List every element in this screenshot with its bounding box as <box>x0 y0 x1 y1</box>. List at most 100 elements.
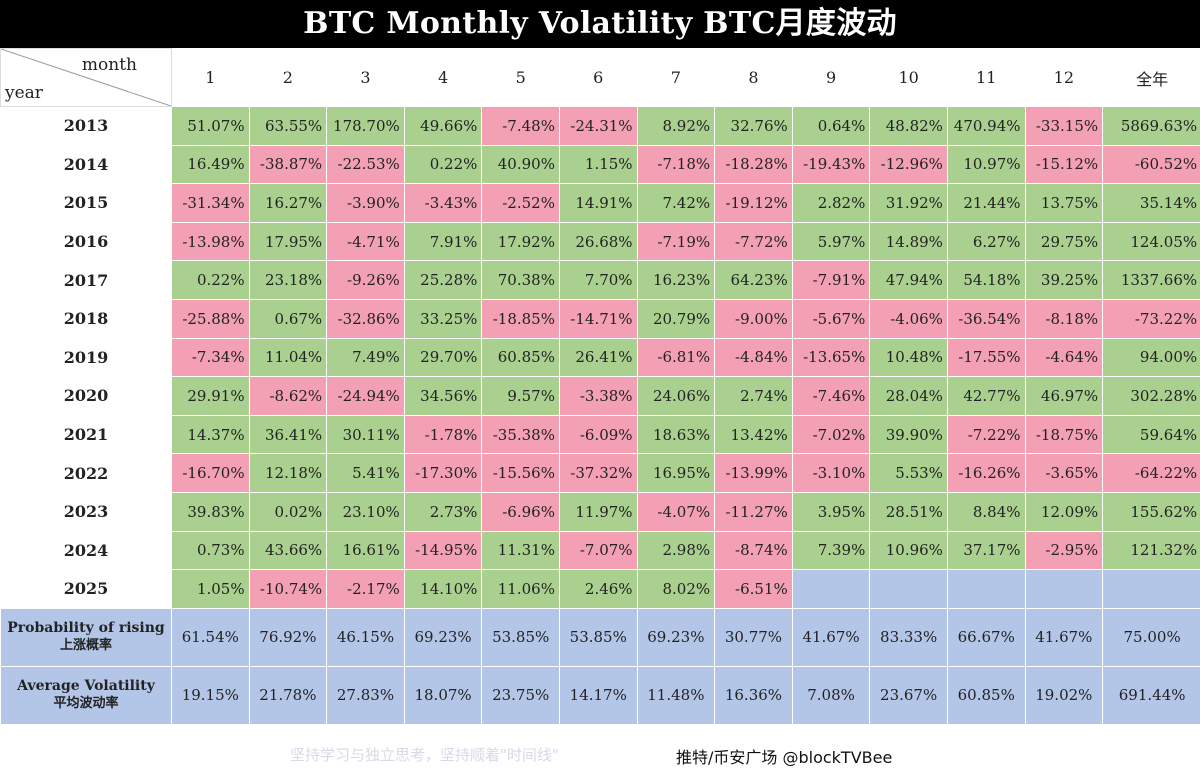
year-label: 2013 <box>0 106 172 146</box>
value-cell: 23.10% <box>326 491 405 532</box>
value-cell: -37.32% <box>558 453 638 493</box>
table-row: 2016 -13.98% 17.95% -4.71% 7.91% 17.92% 26.68%… <box>0 221 1200 262</box>
value-cell: -13.99% <box>714 453 793 493</box>
column-header: 4 <box>403 48 483 107</box>
column-header: 2 <box>248 48 328 107</box>
value-cell: 11.06% <box>481 569 560 609</box>
value-cell: 0.22% <box>171 260 250 300</box>
value-cell: 49.66% <box>403 106 483 146</box>
value-cell: 17.95% <box>248 221 328 262</box>
value-cell: -15.12% <box>1024 144 1104 185</box>
value-cell: -3.38% <box>558 376 638 416</box>
value-cell: 18.63% <box>636 414 716 455</box>
value-cell: -6.96% <box>481 491 560 532</box>
footer-credit: 推特/币安广场 @blockTVBee <box>676 748 893 767</box>
value-cell: -17.55% <box>946 337 1026 378</box>
value-cell: -22.53% <box>326 144 405 185</box>
value-cell: -8.62% <box>248 376 328 416</box>
value-cell: 5869.63% <box>1102 106 1200 146</box>
value-cell: 8.84% <box>946 491 1026 532</box>
footer-watermark-text: 坚持学习与独立思考，坚持顺着"时间线" <box>290 746 559 764</box>
value-cell: 32.76% <box>714 106 793 146</box>
stat-cell: 61.54% <box>171 607 250 667</box>
value-cell: 46.97% <box>1024 376 1104 416</box>
value-cell: -19.43% <box>791 144 871 185</box>
value-cell: 24.06% <box>636 376 716 416</box>
value-cell: 10.96% <box>869 530 948 571</box>
value-cell: 3.95% <box>791 491 871 532</box>
value-cell: 16.23% <box>636 260 716 300</box>
value-cell: 25.28% <box>403 260 483 300</box>
value-cell: 124.05% <box>1102 221 1200 262</box>
year-label: 2021 <box>0 414 172 455</box>
value-cell: 7.91% <box>403 221 483 262</box>
value-cell <box>791 569 871 609</box>
value-cell: -18.75% <box>1024 414 1104 455</box>
year-label: 2022 <box>0 453 172 493</box>
table-row: 2013 51.07% 63.55% 178.70% 49.66% -7.48% -24.3… <box>0 106 1200 146</box>
year-label: 2019 <box>0 337 172 378</box>
value-cell: 54.18% <box>946 260 1026 300</box>
value-cell: 63.55% <box>248 106 328 146</box>
stat-label: Average Volatility 平均波动率 <box>0 665 172 725</box>
value-cell: 39.25% <box>1024 260 1104 300</box>
value-cell: -7.72% <box>714 221 793 262</box>
value-cell: -9.00% <box>714 298 793 339</box>
stat-cell: 46.15% <box>326 607 405 667</box>
column-header: 1 <box>171 48 250 107</box>
value-cell: 16.95% <box>636 453 716 493</box>
value-cell: 39.90% <box>869 414 948 455</box>
value-cell: -14.95% <box>403 530 483 571</box>
value-cell: 23.18% <box>248 260 328 300</box>
year-label: 2015 <box>0 183 172 223</box>
value-cell: -6.81% <box>636 337 716 378</box>
value-cell: -7.48% <box>481 106 560 146</box>
stat-cell: 11.48% <box>636 665 716 725</box>
value-cell: 28.51% <box>869 491 948 532</box>
value-cell: -60.52% <box>1102 144 1200 185</box>
value-cell: -7.07% <box>558 530 638 571</box>
value-cell: -13.98% <box>171 221 250 262</box>
value-cell: 8.92% <box>636 106 716 146</box>
value-cell: -6.51% <box>714 569 793 609</box>
column-header: 8 <box>714 48 793 107</box>
value-cell: -13.65% <box>791 337 871 378</box>
header-row: month year 1 2 3 4 5 6 7 8 9 10 11 12 全年 <box>0 48 1200 107</box>
value-cell: -17.30% <box>403 453 483 493</box>
value-cell: -3.65% <box>1024 453 1104 493</box>
value-cell: 5.41% <box>326 453 405 493</box>
value-cell: 9.57% <box>481 376 560 416</box>
value-cell: -7.46% <box>791 376 871 416</box>
table-row: 2018 -25.88% 0.67% -32.86% 33.25% -18.85% -14.… <box>0 298 1200 339</box>
value-cell: 17.92% <box>481 221 560 262</box>
table-row: 2022 -16.70% 12.18% 5.41% -17.30% -15.56% -37.… <box>0 453 1200 493</box>
value-cell: 7.42% <box>636 183 716 223</box>
value-cell: 20.79% <box>636 298 716 339</box>
value-cell: 14.37% <box>171 414 250 455</box>
value-cell: -7.18% <box>636 144 716 185</box>
value-cell: 11.04% <box>248 337 328 378</box>
stat-cell: 691.44% <box>1102 665 1200 725</box>
value-cell: 64.23% <box>714 260 793 300</box>
volatility-table: month year 1 2 3 4 5 6 7 8 9 10 11 12 全年 2013 51.07% 6… <box>0 48 1200 725</box>
value-cell: 16.49% <box>171 144 250 185</box>
value-cell: 0.22% <box>403 144 483 185</box>
value-cell: -4.06% <box>869 298 948 339</box>
value-cell: 13.75% <box>1024 183 1104 223</box>
table-row: 2023 39.83% 0.02% 23.10% 2.73% -6.96% 11.97% -4… <box>0 491 1200 532</box>
table-row: 2014 16.49% -38.87% -22.53% 0.22% 40.90% 1.15%… <box>0 144 1200 185</box>
year-label: 2016 <box>0 221 172 262</box>
value-cell: 1.15% <box>558 144 638 185</box>
value-cell: 0.02% <box>248 491 328 532</box>
value-cell: 1337.66% <box>1102 260 1200 300</box>
year-axis-label: year <box>5 83 43 103</box>
value-cell: -8.74% <box>714 530 793 571</box>
year-label: 2017 <box>0 260 172 300</box>
stat-cell: 53.85% <box>481 607 560 667</box>
value-cell: 21.44% <box>946 183 1026 223</box>
month-axis-label: month <box>81 55 137 75</box>
value-cell: 178.70% <box>326 106 405 146</box>
value-cell: 302.28% <box>1102 376 1200 416</box>
stat-label-cn: 平均波动率 <box>53 696 119 712</box>
column-header: 6 <box>558 48 638 107</box>
